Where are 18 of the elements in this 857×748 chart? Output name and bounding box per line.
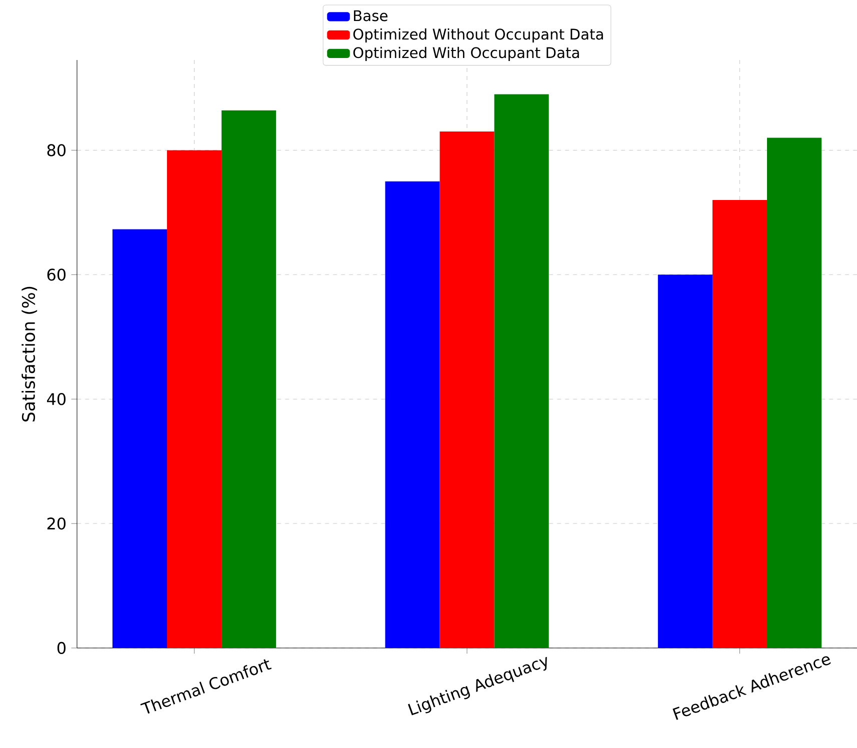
bar xyxy=(112,229,167,648)
y-tick-label: 40 xyxy=(47,393,66,406)
legend-label: Base xyxy=(354,10,388,22)
legend-label: Optimized With Occupant Data xyxy=(353,46,579,62)
y-tick-label: 0 xyxy=(57,642,66,654)
legend-label: Optimized Without Occupant Data xyxy=(353,28,603,43)
bar xyxy=(222,110,276,648)
bar xyxy=(658,274,712,648)
y-axis-title: Satisfaction (%) xyxy=(22,286,38,422)
y-tick-label: 60 xyxy=(47,268,66,281)
y-tick-label: 20 xyxy=(47,517,66,530)
bar xyxy=(494,94,549,648)
bar xyxy=(712,200,768,648)
bar xyxy=(167,150,222,648)
bar xyxy=(440,132,494,648)
bar xyxy=(385,181,440,648)
bar xyxy=(767,138,822,648)
y-tick-label: 80 xyxy=(47,144,66,156)
